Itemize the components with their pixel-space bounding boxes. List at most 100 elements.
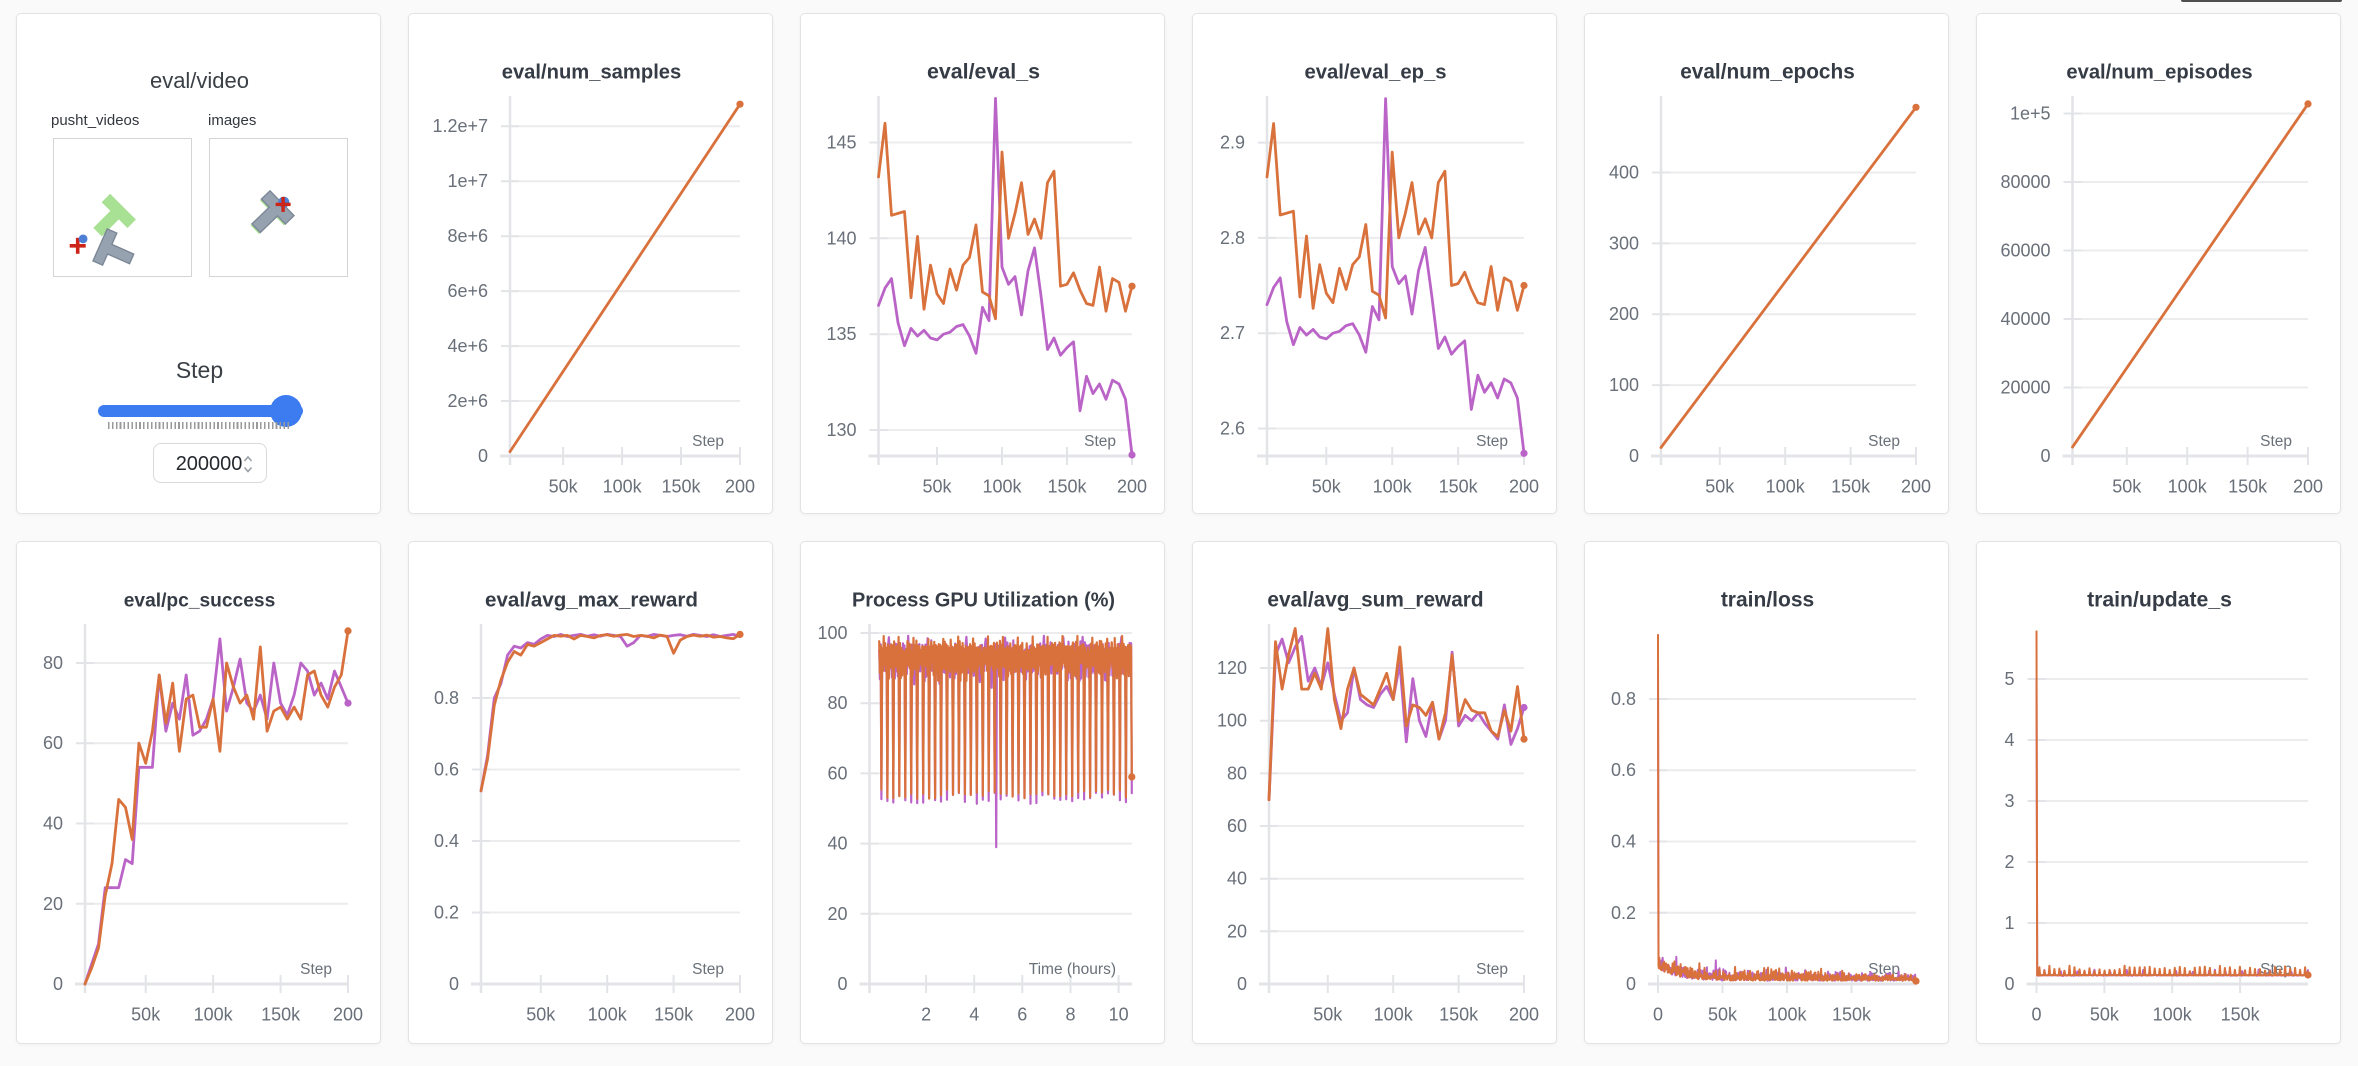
svg-text:eval/num_episodes: eval/num_episodes (2066, 62, 2252, 84)
svg-text:50k: 50k (1705, 477, 1735, 497)
svg-text:150k: 150k (654, 1005, 694, 1025)
svg-text:80000: 80000 (2000, 172, 2050, 192)
svg-text:150k: 150k (2228, 477, 2268, 497)
svg-text:200: 200 (1509, 1005, 1539, 1025)
svg-text:eval/pc_success: eval/pc_success (124, 591, 276, 612)
svg-text:100: 100 (1609, 375, 1639, 395)
svg-text:100: 100 (1217, 711, 1247, 731)
svg-text:Time (hours): Time (hours) (1029, 961, 1116, 978)
svg-text:4: 4 (969, 1005, 979, 1025)
svg-text:150k: 150k (261, 1005, 301, 1025)
svg-text:100k: 100k (1766, 477, 1806, 497)
svg-text:50k: 50k (1313, 1005, 1343, 1025)
svg-text:200: 200 (1609, 304, 1639, 324)
svg-text:100k: 100k (194, 1005, 234, 1025)
svg-text:4: 4 (2004, 730, 2014, 750)
svg-text:1.2e+7: 1.2e+7 (432, 116, 488, 136)
svg-text:1e+7: 1e+7 (447, 171, 488, 191)
svg-text:60: 60 (43, 733, 63, 753)
svg-text:4e+6: 4e+6 (447, 336, 488, 356)
svg-text:50k: 50k (2112, 477, 2142, 497)
svg-text:50k: 50k (1708, 1005, 1738, 1025)
svg-text:0: 0 (53, 974, 63, 994)
svg-text:2: 2 (2004, 852, 2014, 872)
svg-text:1: 1 (2004, 913, 2014, 933)
svg-text:0: 0 (1653, 1005, 1663, 1025)
svg-text:Step: Step (1868, 433, 1900, 450)
svg-text:100k: 100k (1373, 477, 1413, 497)
svg-text:50k: 50k (549, 477, 579, 497)
svg-text:60000: 60000 (2000, 241, 2050, 261)
svg-text:150k: 150k (2221, 1005, 2261, 1025)
svg-text:2e+6: 2e+6 (447, 391, 488, 411)
svg-text:150k: 150k (1831, 477, 1871, 497)
svg-text:8: 8 (1065, 1005, 1075, 1025)
svg-text:40000: 40000 (2000, 309, 2050, 329)
svg-text:Step: Step (692, 433, 724, 450)
svg-text:100k: 100k (588, 1005, 628, 1025)
svg-text:Step: Step (1476, 961, 1508, 978)
svg-text:150k: 150k (1439, 1005, 1479, 1025)
svg-text:Step: Step (1084, 433, 1116, 450)
svg-text:eval/num_epochs: eval/num_epochs (1680, 61, 1855, 84)
svg-text:0.6: 0.6 (434, 760, 459, 780)
svg-text:80: 80 (43, 653, 63, 673)
svg-text:150k: 150k (1047, 477, 1087, 497)
svg-text:100k: 100k (982, 477, 1022, 497)
svg-text:50k: 50k (526, 1005, 556, 1025)
svg-text:train/loss: train/loss (1721, 589, 1814, 612)
svg-text:200: 200 (1509, 477, 1539, 497)
svg-text:3: 3 (2004, 791, 2014, 811)
svg-text:0.2: 0.2 (1611, 903, 1636, 923)
svg-text:100k: 100k (1374, 1005, 1414, 1025)
svg-text:eval/avg_sum_reward: eval/avg_sum_reward (1267, 589, 1483, 612)
svg-text:100k: 100k (2168, 477, 2208, 497)
svg-text:Step: Step (1476, 433, 1508, 450)
svg-text:eval/eval_ep_s: eval/eval_ep_s (1304, 62, 1446, 84)
svg-text:150k: 150k (1439, 477, 1479, 497)
svg-text:50k: 50k (131, 1005, 161, 1025)
svg-text:eval/num_samples: eval/num_samples (502, 62, 682, 84)
svg-text:0: 0 (2040, 446, 2050, 466)
svg-text:50k: 50k (1312, 477, 1342, 497)
svg-text:100k: 100k (2153, 1005, 2193, 1025)
svg-text:2.9: 2.9 (1220, 133, 1245, 153)
svg-text:6: 6 (1017, 1005, 1027, 1025)
svg-text:200: 200 (1901, 477, 1931, 497)
svg-text:0.4: 0.4 (1611, 832, 1636, 852)
svg-text:Step: Step (300, 961, 332, 978)
svg-text:0.8: 0.8 (1611, 689, 1636, 709)
svg-text:eval/avg_max_reward: eval/avg_max_reward (485, 589, 698, 612)
svg-text:10: 10 (1109, 1005, 1129, 1025)
svg-text:2.6: 2.6 (1220, 419, 1245, 439)
svg-text:150k: 150k (1832, 1005, 1872, 1025)
svg-text:20: 20 (43, 894, 63, 914)
svg-text:8e+6: 8e+6 (447, 226, 488, 246)
svg-text:150k: 150k (661, 477, 701, 497)
svg-text:130: 130 (826, 420, 856, 440)
svg-text:60: 60 (1227, 816, 1247, 836)
svg-text:200: 200 (725, 477, 755, 497)
svg-text:40: 40 (827, 834, 847, 854)
svg-text:200: 200 (2293, 477, 2323, 497)
svg-text:0: 0 (2031, 1005, 2041, 1025)
svg-text:0: 0 (1629, 446, 1639, 466)
svg-text:0.2: 0.2 (434, 903, 459, 923)
svg-text:200: 200 (1117, 477, 1147, 497)
svg-text:0: 0 (2004, 974, 2014, 994)
svg-text:135: 135 (826, 324, 856, 344)
svg-text:eval/eval_s: eval/eval_s (927, 60, 1040, 84)
svg-text:0: 0 (1237, 974, 1247, 994)
svg-text:80: 80 (1227, 763, 1247, 783)
svg-text:60: 60 (827, 763, 847, 783)
svg-text:6e+6: 6e+6 (447, 281, 488, 301)
svg-text:100k: 100k (603, 477, 643, 497)
svg-text:0: 0 (449, 974, 459, 994)
svg-text:20000: 20000 (2000, 378, 2050, 398)
svg-text:Process GPU Utilization (%): Process GPU Utilization (%) (852, 590, 1115, 612)
svg-text:20: 20 (1227, 921, 1247, 941)
svg-text:100: 100 (817, 623, 847, 643)
svg-text:120: 120 (1217, 658, 1247, 678)
svg-text:1e+5: 1e+5 (2010, 104, 2051, 124)
svg-text:2.7: 2.7 (1220, 323, 1245, 343)
